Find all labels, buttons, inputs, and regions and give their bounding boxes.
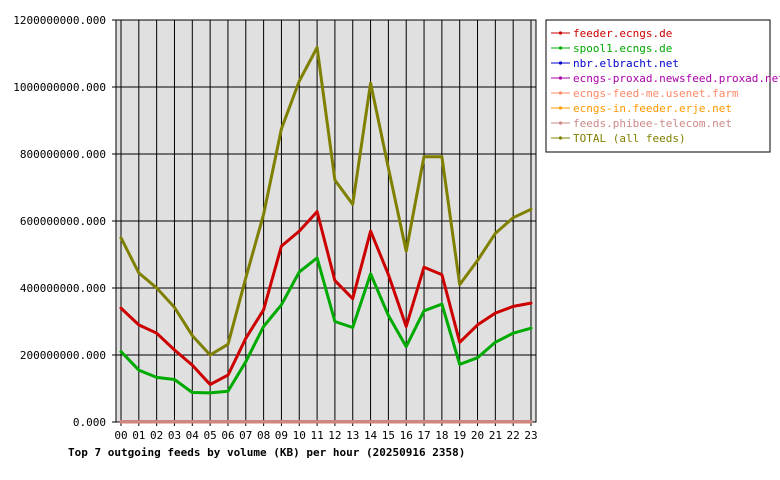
x-tick-label: 01: [132, 429, 145, 442]
series-line-7: [119, 46, 533, 357]
legend-marker: [558, 106, 563, 110]
legend-label: ecngs-feed-me.usenet.farm: [573, 87, 739, 100]
legend-marker: [558, 76, 563, 80]
y-tick-label: 600000000.000: [20, 215, 106, 228]
y-tick-label: 1200000000.000: [13, 14, 106, 27]
x-tick-label: 04: [186, 429, 200, 442]
x-tick-label: 14: [364, 429, 378, 442]
y-tick-label: 0.000: [73, 416, 106, 429]
legend-label: feeder.ecngs.de: [573, 27, 672, 40]
x-tick-label: 10: [293, 429, 306, 442]
x-tick-label: 16: [400, 429, 413, 442]
x-tick-label: 03: [168, 429, 181, 442]
legend-marker: [558, 61, 563, 65]
legend-label: TOTAL (all feeds): [573, 132, 686, 145]
x-tick-label: 23: [524, 429, 537, 442]
y-tick-label: 800000000.000: [20, 148, 106, 161]
x-tick-label: 22: [507, 429, 520, 442]
x-tick-label: 06: [221, 429, 234, 442]
legend-label: feeds.phibee-telecom.net: [573, 117, 732, 130]
x-tick-label: 19: [453, 429, 466, 442]
x-tick-label: 05: [204, 429, 217, 442]
legend-label: nbr.elbracht.net: [573, 57, 679, 70]
legend-marker: [558, 31, 563, 35]
legend-label: spool1.ecngs.de: [573, 42, 672, 55]
x-tick-label: 21: [489, 429, 502, 442]
x-tick-label: 12: [328, 429, 341, 442]
x-tick-label: 20: [471, 429, 484, 442]
legend-marker: [558, 136, 563, 140]
x-tick-label: 17: [417, 429, 430, 442]
series-lines: [119, 46, 533, 424]
legend-marker: [558, 46, 563, 50]
x-tick-label: 00: [114, 429, 127, 442]
legend-marker: [558, 91, 563, 95]
x-axis-ticks: 00 01 02 03 04 05 06 07 08 09 10 11 12 13 14 15 16 17 18 19…: [114, 422, 538, 442]
x-tick-label: 18: [435, 429, 448, 442]
legend-label: ecngs-in.feeder.erje.net: [573, 102, 732, 115]
legend-box: [545, 19, 771, 153]
chart-title: Top 7 outgoing feeds by volume (KB) per …: [68, 446, 465, 459]
x-tick-label: 07: [239, 429, 252, 442]
x-tick-label: 15: [382, 429, 395, 442]
series-line-0: [119, 210, 533, 386]
x-tick-label: 13: [346, 429, 359, 442]
x-tick-label: 08: [257, 429, 270, 442]
y-tick-label: 400000000.000: [20, 282, 106, 295]
y-axis-ticks: 0.000 200000000.000 400000000.000 600000000…: [13, 14, 116, 429]
x-tick-label: 09: [275, 429, 288, 442]
x-tick-label: 02: [150, 429, 163, 442]
y-tick-label: 1000000000.000: [13, 81, 106, 94]
series-line-1: [119, 256, 533, 395]
legend: feeder.ecngs.de spool1.ecngs.de nbr.elbrac…: [545, 19, 780, 153]
x-tick-label: 11: [310, 429, 323, 442]
legend-marker: [558, 121, 563, 125]
legend-label: ecngs-proxad.newsfeed.proxad.net: [573, 72, 780, 85]
y-tick-label: 200000000.000: [20, 349, 106, 362]
